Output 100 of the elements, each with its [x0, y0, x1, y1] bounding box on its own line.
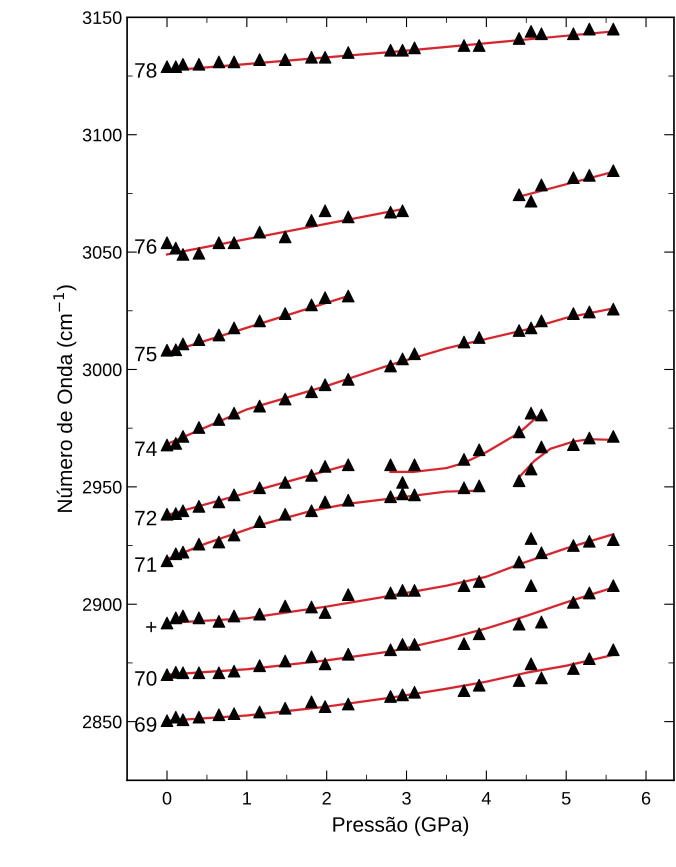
x-tick-label: 5 [562, 792, 570, 805]
point [396, 44, 409, 57]
point [512, 324, 526, 337]
point [535, 672, 548, 684]
point [535, 314, 548, 328]
y-axis-title: Número de Onda (cm$^{−1}$) [53, 285, 76, 512]
point [192, 666, 206, 680]
x-tick-label: 6 [642, 792, 650, 805]
point [160, 438, 174, 452]
point [228, 528, 240, 542]
point [472, 627, 486, 640]
point [408, 686, 421, 699]
point [228, 236, 240, 250]
point [458, 684, 470, 697]
point [582, 586, 596, 600]
point [472, 443, 486, 456]
point [408, 584, 421, 597]
point [192, 246, 206, 260]
point [160, 344, 174, 357]
point [396, 204, 409, 218]
point [524, 25, 538, 38]
point [396, 488, 409, 500]
point [176, 504, 190, 518]
point [176, 666, 190, 680]
point [228, 406, 240, 420]
series-label: + [146, 622, 156, 632]
point [567, 662, 580, 675]
point [305, 696, 318, 708]
point [342, 210, 355, 224]
x-axis-title: Pressão (GPa) [333, 816, 468, 836]
point [253, 481, 266, 494]
point [535, 178, 548, 192]
point [318, 378, 332, 392]
series-label: 71 [135, 557, 156, 572]
point [512, 618, 526, 631]
point [408, 458, 421, 472]
point [318, 496, 332, 508]
point [305, 600, 318, 614]
point [169, 242, 182, 254]
point [228, 707, 240, 720]
point [342, 588, 355, 601]
point [160, 554, 174, 568]
point [278, 508, 292, 521]
point [384, 586, 397, 600]
point [512, 474, 526, 488]
point [342, 494, 355, 507]
point [176, 430, 190, 443]
point [305, 385, 318, 398]
point [524, 532, 538, 545]
point [305, 468, 318, 482]
series-label: 78 [135, 63, 156, 78]
point [318, 657, 332, 670]
point [192, 710, 206, 724]
point [408, 41, 421, 54]
point [228, 322, 240, 334]
point [606, 164, 620, 177]
point [458, 336, 470, 348]
point [408, 347, 421, 360]
point [342, 372, 355, 386]
point [472, 39, 486, 52]
point [278, 230, 292, 244]
point [567, 171, 580, 184]
point [512, 32, 526, 45]
point [535, 440, 548, 454]
series-label: 76 [135, 239, 156, 254]
point [212, 56, 226, 68]
point [567, 539, 580, 552]
point [384, 643, 397, 656]
point [176, 338, 190, 350]
point [318, 204, 332, 218]
point [253, 515, 266, 528]
point [305, 50, 318, 64]
series-label: 72 [135, 510, 156, 526]
point [396, 352, 409, 366]
point [512, 556, 526, 568]
point [176, 713, 190, 726]
point [160, 236, 174, 250]
point [192, 611, 206, 624]
point [582, 652, 596, 666]
point [535, 27, 548, 40]
x-tick-label: 2 [322, 792, 331, 804]
point [408, 638, 421, 651]
y-tick-label: 3150 [82, 11, 122, 24]
point [160, 714, 174, 728]
point [606, 22, 620, 36]
point [384, 458, 397, 472]
x-tick-label: 4 [482, 792, 491, 804]
point [160, 668, 174, 682]
point [582, 432, 596, 444]
point [342, 698, 355, 710]
x-tick-label: 3 [402, 792, 411, 805]
point [253, 659, 266, 672]
point [318, 50, 332, 64]
point [472, 678, 486, 692]
series-label: 74 [135, 442, 157, 456]
y-tick-label: 2950 [82, 480, 122, 494]
point [169, 437, 182, 450]
point [524, 406, 538, 420]
point [408, 488, 421, 502]
point [253, 608, 266, 620]
